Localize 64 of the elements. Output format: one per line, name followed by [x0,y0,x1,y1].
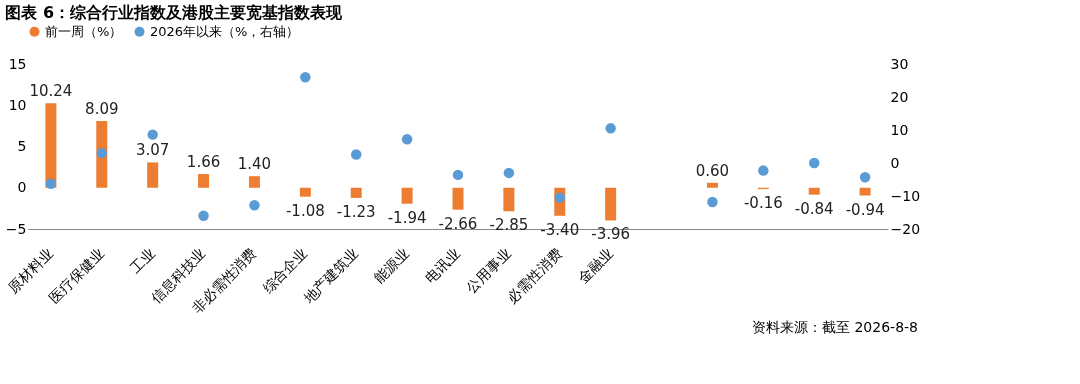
bar [503,187,515,212]
y2-tick-label: −20 [890,220,921,237]
data-label: -0.84 [794,199,834,218]
point [808,157,820,169]
data-label: 1.66 [186,153,221,172]
y-tick-label: −5 [5,220,27,237]
point [758,165,769,176]
bar [452,187,464,210]
bar [45,103,57,188]
point [350,149,362,160]
bar [198,174,210,188]
x-tick-label: 工业 [126,245,158,277]
legend-label: 2026年以来（%，右轴） [150,23,300,39]
y2-tick-label: −10 [890,187,921,204]
x-tick-label: 能源业 [371,245,413,287]
bar [859,187,871,196]
point [859,171,871,183]
point [147,129,158,140]
point [249,200,260,211]
bar [605,187,617,221]
data-label: 10.24 [29,82,73,101]
text: 资料来源：截至 2026-8-8 [752,319,918,335]
data-label: -0.94 [845,200,885,219]
point [452,169,464,181]
y2-tick-label: 30 [890,55,909,72]
point [45,178,57,190]
point [554,192,566,203]
bar [299,187,311,197]
data-label: 3.07 [135,141,170,160]
data-label: -2.85 [489,216,529,235]
point [503,167,515,179]
data-label: -1.08 [285,201,325,220]
data-label: 8.09 [85,100,119,119]
y-tick-label: 0 [17,179,27,196]
data-label: -1.94 [387,208,427,227]
x-tick-label: 电讯业 [421,245,463,287]
point [401,134,413,145]
bar [248,176,260,188]
y2-tick-label: 10 [890,121,909,138]
y-tick-label: 15 [8,55,27,72]
y2-tick-label: 20 [890,88,909,105]
y-tick-label: 10 [8,96,27,113]
bar [350,187,362,198]
chart-title: 图表 6：综合行业指数及港股主要宽基指数表现 [5,3,344,22]
data-label: -3.40 [540,220,580,239]
legend-label: 前一周（%） [45,23,123,39]
point [96,147,108,159]
bar [706,182,718,188]
point [707,196,718,208]
point [300,71,311,83]
bar [147,162,159,188]
data-label: -1.23 [336,202,376,221]
bar [401,187,413,204]
data-label: 1.40 [237,155,272,174]
x-tick-label: 金融业 [574,245,616,287]
data-label: -3.96 [591,225,631,244]
data-label: 0.60 [695,161,730,180]
y-tick-label: 5 [17,138,27,154]
bar [808,187,820,195]
y2-tick-label: 0 [890,154,900,171]
point [605,123,616,134]
point [198,210,209,222]
data-label: -0.16 [743,194,783,213]
data-label: -2.66 [438,214,478,233]
